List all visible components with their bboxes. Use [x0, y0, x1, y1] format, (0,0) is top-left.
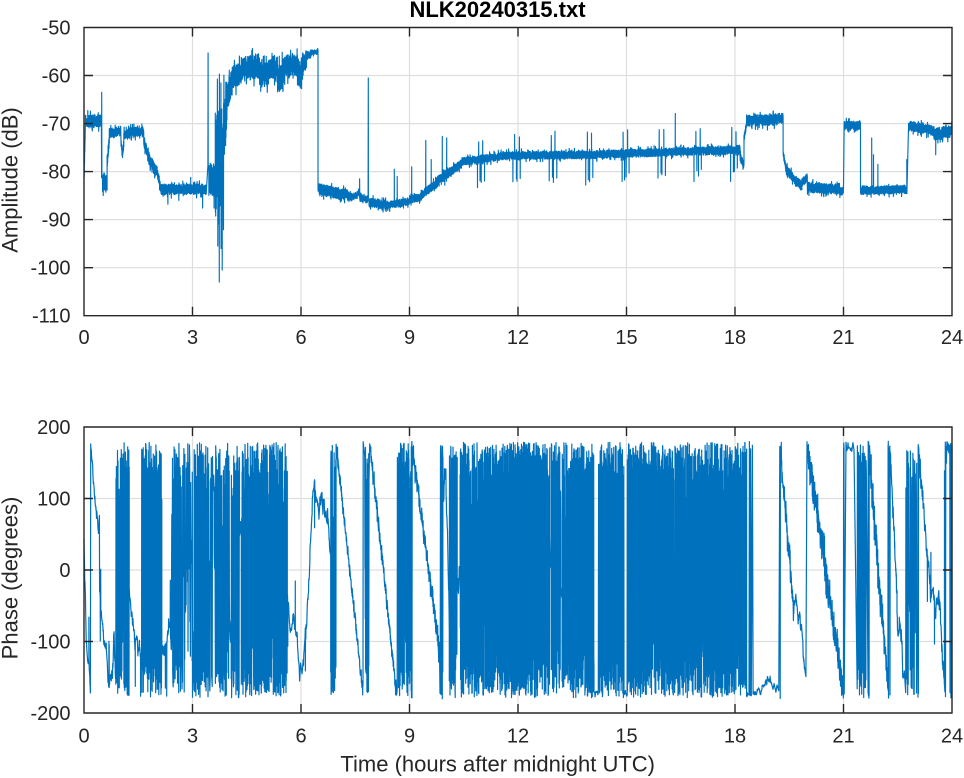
svg-text:21: 21 — [832, 327, 854, 349]
svg-text:-100: -100 — [30, 258, 70, 280]
svg-text:0: 0 — [59, 560, 70, 582]
svg-text:21: 21 — [832, 726, 854, 748]
svg-text:Phase (degrees): Phase (degrees) — [0, 497, 23, 660]
svg-text:9: 9 — [404, 327, 415, 349]
svg-text:3: 3 — [187, 726, 198, 748]
svg-text:100: 100 — [37, 489, 70, 511]
svg-text:24: 24 — [941, 327, 963, 349]
svg-text:Amplitude (dB): Amplitude (dB) — [0, 107, 23, 253]
svg-text:18: 18 — [724, 726, 746, 748]
svg-text:-60: -60 — [42, 66, 71, 88]
svg-text:-200: -200 — [30, 703, 70, 725]
svg-text:18: 18 — [724, 327, 746, 349]
svg-text:-80: -80 — [42, 162, 71, 184]
svg-text:15: 15 — [615, 726, 637, 748]
svg-text:-100: -100 — [30, 632, 70, 654]
svg-text:Time (hours after midnight UTC: Time (hours after midnight UTC) — [340, 752, 655, 777]
svg-text:-70: -70 — [42, 114, 71, 136]
svg-text:24: 24 — [941, 726, 963, 748]
svg-text:200: 200 — [37, 417, 70, 439]
svg-text:15: 15 — [615, 327, 637, 349]
svg-text:-50: -50 — [42, 18, 71, 40]
svg-text:0: 0 — [78, 327, 89, 349]
svg-text:0: 0 — [78, 726, 89, 748]
svg-text:6: 6 — [295, 327, 306, 349]
svg-text:NLK20240315.txt: NLK20240315.txt — [409, 0, 586, 22]
svg-text:3: 3 — [187, 327, 198, 349]
svg-text:-110: -110 — [32, 306, 71, 328]
svg-text:6: 6 — [295, 726, 306, 748]
svg-text:12: 12 — [507, 726, 529, 748]
svg-text:12: 12 — [507, 327, 529, 349]
svg-text:9: 9 — [404, 726, 415, 748]
svg-text:-90: -90 — [42, 210, 71, 232]
